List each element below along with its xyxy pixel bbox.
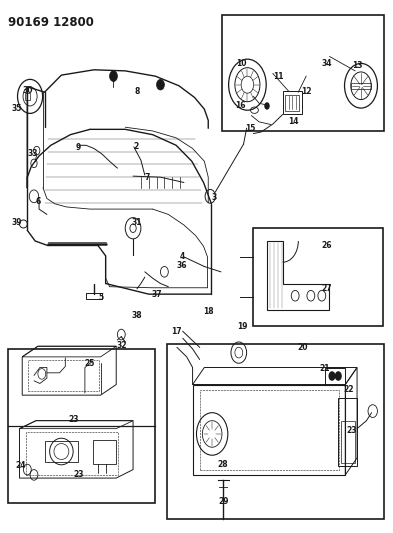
Text: 5: 5	[98, 293, 103, 302]
Bar	[28, 360, 99, 391]
Text: 28: 28	[218, 460, 228, 469]
Circle shape	[264, 102, 270, 110]
Text: 24: 24	[16, 462, 26, 470]
Text: 29: 29	[218, 497, 228, 506]
Text: 15: 15	[245, 124, 256, 133]
Bar	[325, 368, 345, 384]
Text: 7: 7	[145, 173, 150, 182]
Circle shape	[156, 79, 164, 90]
Text: 18: 18	[203, 307, 213, 316]
Text: 23: 23	[73, 471, 83, 479]
Text: 2: 2	[133, 142, 138, 151]
Bar	[44, 441, 78, 462]
Circle shape	[329, 371, 336, 381]
Text: 4: 4	[180, 253, 185, 261]
Bar	[200, 390, 339, 470]
Text: 90169 12800: 90169 12800	[8, 15, 94, 29]
Text: 14: 14	[288, 117, 299, 126]
Text: 36: 36	[176, 261, 187, 270]
Bar	[86, 293, 102, 300]
Text: 19: 19	[237, 321, 248, 330]
Bar	[338, 398, 357, 466]
Text: 31: 31	[132, 219, 142, 228]
Circle shape	[335, 371, 342, 381]
Text: 35: 35	[12, 103, 22, 112]
Text: 39: 39	[12, 219, 22, 228]
Text: 34: 34	[321, 59, 332, 68]
Text: 16: 16	[235, 101, 246, 110]
Text: 13: 13	[353, 61, 363, 70]
Text: 9: 9	[75, 143, 81, 152]
Text: 33: 33	[28, 149, 38, 158]
Text: 11: 11	[274, 71, 284, 80]
Bar	[93, 440, 116, 464]
Text: 3: 3	[211, 193, 217, 202]
Bar	[26, 432, 118, 475]
Text: 25: 25	[85, 359, 95, 368]
Bar	[167, 344, 384, 519]
Bar	[285, 95, 299, 111]
Text: 8: 8	[134, 86, 140, 95]
Bar	[253, 228, 382, 326]
Text: 12: 12	[301, 86, 311, 95]
Text: 17: 17	[171, 327, 182, 336]
Text: 21: 21	[320, 364, 330, 373]
Text: 26: 26	[321, 241, 332, 250]
Text: 37: 37	[151, 289, 162, 298]
Text: 30: 30	[22, 85, 33, 94]
Text: 23: 23	[346, 426, 356, 435]
Text: 1: 1	[110, 70, 115, 78]
Bar	[341, 421, 355, 463]
Bar	[222, 15, 384, 131]
Text: 23: 23	[68, 415, 78, 424]
Bar	[283, 91, 302, 115]
Text: 27: 27	[321, 284, 332, 293]
Text: 20: 20	[298, 343, 308, 352]
Text: 22: 22	[343, 385, 354, 394]
Bar	[25, 93, 30, 100]
Text: 32: 32	[116, 341, 127, 350]
Text: 38: 38	[132, 311, 142, 320]
Circle shape	[110, 71, 118, 82]
Text: 10: 10	[236, 60, 246, 68]
Text: 6: 6	[35, 197, 40, 206]
Bar	[351, 83, 371, 89]
Bar	[8, 349, 154, 503]
